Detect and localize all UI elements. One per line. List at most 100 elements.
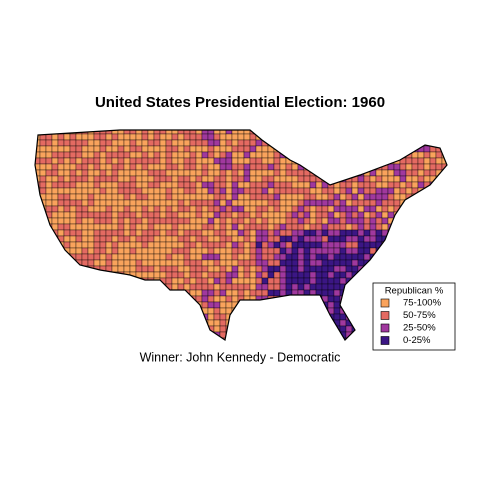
county-cell bbox=[69, 157, 77, 165]
legend-label: 75-100% bbox=[403, 298, 442, 309]
county-cell bbox=[207, 301, 215, 309]
county-cell bbox=[105, 169, 113, 177]
county-cell bbox=[255, 241, 263, 249]
county-cell bbox=[399, 211, 407, 219]
county-cell bbox=[291, 301, 299, 309]
county-cell bbox=[243, 223, 251, 231]
county-cell bbox=[255, 319, 263, 327]
county-cell bbox=[423, 217, 431, 225]
county-cell bbox=[87, 247, 95, 255]
county-cell bbox=[357, 259, 365, 267]
county-cell bbox=[219, 145, 227, 153]
county-cell bbox=[81, 325, 89, 333]
county-cell bbox=[339, 193, 347, 201]
county-cell bbox=[381, 193, 389, 201]
county-cell bbox=[213, 151, 221, 159]
county-cell bbox=[219, 217, 227, 225]
county-cell bbox=[81, 130, 89, 135]
county-cell bbox=[51, 145, 59, 153]
county-cell bbox=[327, 169, 335, 177]
county-cell bbox=[183, 265, 191, 273]
county-cell bbox=[249, 289, 257, 297]
county-cell bbox=[339, 145, 347, 153]
county-cell bbox=[375, 130, 383, 135]
county-cell bbox=[35, 265, 41, 273]
county-cell bbox=[297, 193, 305, 201]
county-cell bbox=[183, 217, 191, 225]
county-cell bbox=[423, 175, 431, 183]
county-cell bbox=[93, 169, 101, 177]
county-cell bbox=[297, 319, 305, 327]
county-cell bbox=[315, 133, 323, 141]
county-cell bbox=[291, 265, 299, 273]
county-cell bbox=[285, 175, 293, 183]
county-cell bbox=[327, 157, 335, 165]
county-cell bbox=[123, 307, 131, 315]
county-cell bbox=[177, 199, 185, 207]
county-cell bbox=[159, 181, 167, 189]
county-cell bbox=[448, 272, 454, 278]
county-cell bbox=[171, 211, 179, 219]
county-cell bbox=[111, 247, 119, 255]
county-cell bbox=[285, 283, 293, 291]
county-cell bbox=[273, 169, 281, 177]
county-cell bbox=[315, 151, 323, 159]
county-cell bbox=[411, 259, 419, 267]
county-cell bbox=[309, 241, 317, 249]
county-cell bbox=[201, 277, 209, 285]
county-cell bbox=[35, 295, 41, 303]
county-cell bbox=[261, 277, 269, 285]
county-cell bbox=[261, 229, 269, 237]
county-cell bbox=[195, 265, 203, 273]
county-cell bbox=[297, 133, 305, 141]
county-cell bbox=[117, 259, 125, 267]
county-cell bbox=[105, 145, 113, 153]
county-cell bbox=[195, 175, 203, 183]
county-cell bbox=[267, 157, 275, 165]
county-cell bbox=[243, 247, 251, 255]
county-cell bbox=[105, 259, 113, 267]
county-cell bbox=[123, 265, 131, 273]
county-cell bbox=[207, 253, 215, 261]
county-cell bbox=[213, 301, 221, 309]
county-cell bbox=[267, 133, 275, 141]
county-cell bbox=[39, 265, 47, 273]
county-cell bbox=[279, 253, 287, 261]
county-cell bbox=[35, 223, 41, 231]
county-cell bbox=[135, 139, 143, 147]
county-cell bbox=[57, 163, 65, 171]
county-cell bbox=[123, 151, 131, 159]
county-cell bbox=[123, 295, 131, 303]
county-cell bbox=[321, 271, 329, 279]
county-cell bbox=[69, 211, 77, 219]
county-cell bbox=[105, 295, 113, 303]
county-cell bbox=[231, 175, 239, 183]
county-cell bbox=[147, 259, 155, 267]
county-cell bbox=[393, 193, 401, 201]
county-cell bbox=[183, 193, 191, 201]
county-cell bbox=[321, 313, 329, 321]
county-cell bbox=[321, 157, 329, 165]
county-cell bbox=[333, 139, 341, 147]
county-cell bbox=[303, 295, 311, 303]
county-cell bbox=[243, 205, 251, 213]
county-cell bbox=[261, 169, 269, 177]
county-cell bbox=[93, 325, 101, 333]
county-cell bbox=[87, 289, 95, 297]
county-cell bbox=[39, 181, 47, 189]
county-cell bbox=[381, 253, 389, 261]
county-cell bbox=[87, 295, 95, 303]
county-cell bbox=[159, 337, 167, 340]
county-cell bbox=[225, 199, 233, 207]
county-cell bbox=[219, 277, 227, 285]
county-cell bbox=[189, 175, 197, 183]
county-cell bbox=[105, 181, 113, 189]
county-cell bbox=[183, 241, 191, 249]
county-cell bbox=[315, 139, 323, 147]
county-cell bbox=[135, 307, 143, 315]
county-cell bbox=[273, 307, 281, 315]
county-cell bbox=[333, 205, 341, 213]
county-cell bbox=[63, 157, 71, 165]
county-cell bbox=[279, 187, 287, 195]
county-cell bbox=[333, 163, 341, 171]
